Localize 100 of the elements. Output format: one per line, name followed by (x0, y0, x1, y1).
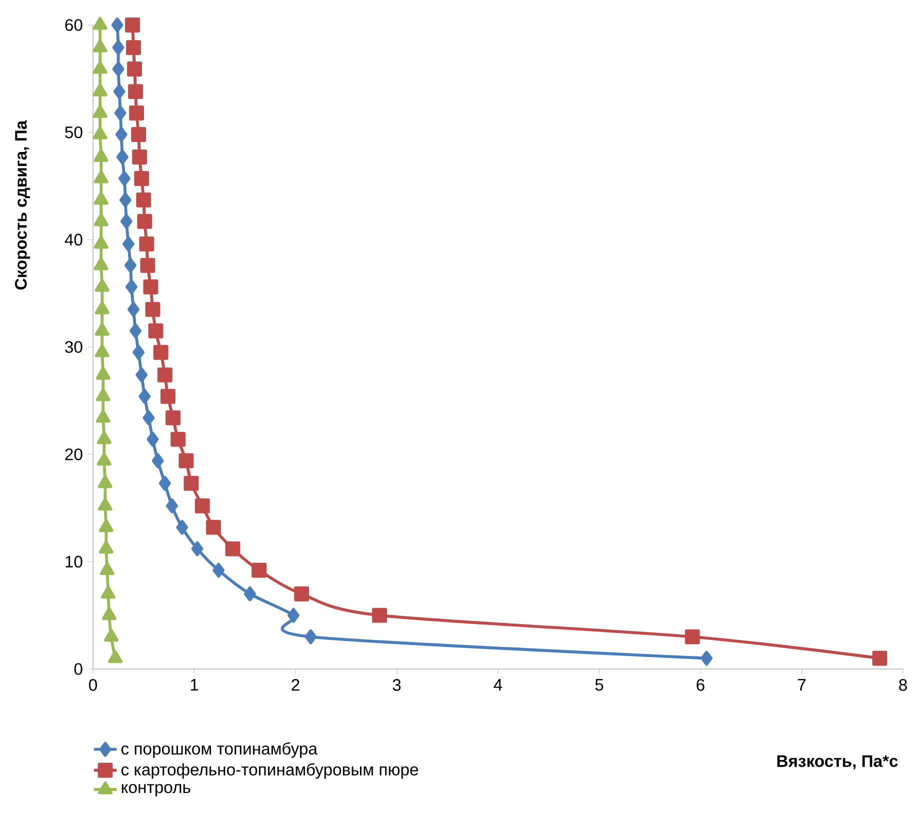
point (94, 236, 108, 249)
point (132, 150, 148, 164)
x-tick-label: 8 (899, 679, 907, 691)
point (294, 586, 310, 602)
x-tick-label: 6 (696, 679, 704, 691)
point (132, 344, 145, 360)
point (96, 410, 110, 423)
point (184, 476, 199, 491)
x-tick-label: 5 (595, 679, 604, 691)
point (118, 171, 130, 186)
point (126, 279, 138, 294)
point (94, 170, 108, 184)
x-tick-label: 1 (190, 679, 198, 691)
point (115, 127, 128, 142)
point (98, 475, 112, 488)
y-tick-label: 50 (65, 126, 82, 138)
x-axis-title: Вязкость, Па*с (777, 755, 898, 770)
point (128, 302, 140, 317)
x-tick-label: 2 (292, 679, 300, 691)
point (112, 40, 124, 56)
point (100, 562, 114, 576)
point (96, 388, 110, 402)
point (94, 301, 110, 314)
point (126, 40, 141, 56)
point (125, 18, 140, 32)
point (113, 84, 126, 100)
point (143, 279, 158, 294)
point (137, 214, 152, 229)
point (178, 453, 194, 468)
point (145, 302, 160, 317)
x-tick-label: 7 (798, 679, 806, 691)
x-tick-label: 0 (89, 679, 97, 691)
legend-label: с картофельно-топинамбуровым пюре (121, 763, 418, 779)
point (94, 322, 110, 336)
point (122, 236, 134, 252)
y-tick-label: 60 (65, 19, 82, 31)
point (111, 18, 124, 32)
y-tick-label: 30 (65, 341, 82, 353)
point (212, 562, 225, 578)
point (92, 16, 108, 30)
point (700, 650, 713, 666)
point (116, 150, 128, 164)
point (119, 192, 132, 208)
point (92, 104, 108, 118)
point (372, 608, 388, 623)
point (94, 257, 108, 270)
point (94, 192, 108, 205)
point (102, 607, 116, 620)
point (244, 586, 256, 602)
point (872, 650, 888, 666)
point (94, 344, 110, 358)
point (146, 432, 159, 447)
point (96, 366, 110, 380)
point (288, 608, 300, 623)
point (94, 213, 108, 226)
point (157, 367, 172, 382)
point (120, 214, 132, 229)
point (92, 60, 108, 74)
point (152, 453, 164, 468)
legend-label: контроль (122, 784, 190, 796)
point (130, 323, 142, 338)
point (96, 431, 112, 444)
point (139, 236, 154, 252)
y-axis-title: Скорость сдвига, Па (14, 120, 30, 290)
legend-label: с порошком топинамбура (121, 742, 318, 758)
point (108, 650, 123, 664)
point (98, 498, 112, 511)
point (138, 388, 151, 404)
point (166, 410, 180, 426)
point (684, 629, 700, 644)
point (134, 171, 150, 186)
point (129, 106, 144, 120)
point (140, 258, 156, 273)
y-tick-label: 10 (66, 556, 82, 568)
y-tick-label: 20 (65, 448, 82, 460)
point (170, 432, 186, 447)
point (158, 476, 171, 491)
point (131, 127, 146, 142)
y-tick-label: 0 (74, 663, 82, 675)
point (96, 452, 112, 466)
point (136, 192, 152, 208)
point (153, 344, 168, 360)
point (136, 367, 148, 382)
point (194, 498, 210, 514)
point (100, 586, 116, 599)
point (112, 62, 124, 76)
point (225, 541, 240, 556)
point (304, 629, 317, 644)
point (166, 498, 178, 514)
point (206, 520, 221, 535)
point (94, 148, 108, 162)
point (94, 278, 110, 292)
point (92, 83, 108, 96)
point (92, 39, 108, 52)
point (160, 388, 176, 404)
point (128, 84, 143, 100)
point (92, 126, 108, 140)
y-tick-label: 40 (64, 234, 82, 246)
x-tick-label: 4 (494, 679, 502, 691)
point (176, 520, 188, 535)
